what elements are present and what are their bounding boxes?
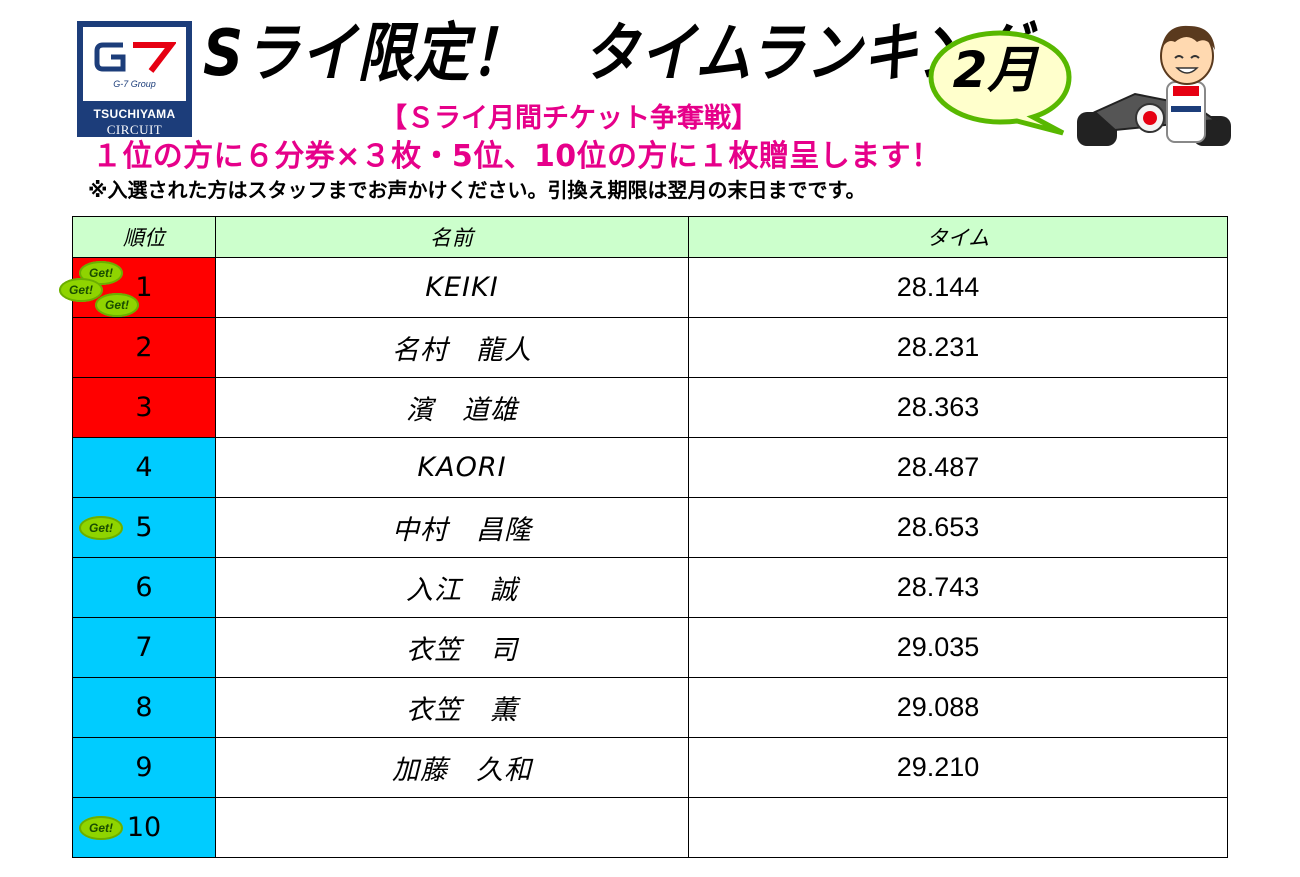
name-cell: 入江 誠 [215,557,689,618]
table-row: Get! 5 中村 昌隆 28.653 [72,497,1228,558]
kart-driver-mascot-icon [1077,25,1231,146]
logo-group-label: G-7 Group [113,79,156,89]
table-row: 4 KAORI 28.487 [72,437,1228,498]
table-row: Get! Get! Get! 1 KEIKI 28.144 [59,257,1228,318]
rank-cell: Get! 10 [72,797,216,858]
time-cell: 28.743 [688,557,1228,618]
header-name: 名前 [215,216,689,258]
rank-cell: 2 [72,317,216,378]
rank-number: 6 [135,572,153,603]
table-row: 2 名村 龍人 28.231 [72,317,1228,378]
rank-cell: 7 [72,617,216,678]
table-row: 8 衣笠 薫 29.088 [72,677,1228,738]
table-row: 3 濱 道雄 28.363 [72,377,1228,438]
g7-logo-icon [94,42,176,73]
name-cell: 中村 昌隆 [215,497,689,558]
time-cell: 28.363 [688,377,1228,438]
logo-circuit-label: CIRCUIT [106,122,163,137]
name-cell: KEIKI [215,257,689,318]
speech-bubble-icon [928,30,1072,136]
name-cell [215,797,689,858]
time-cell: 28.231 [688,317,1228,378]
header-rank: 順位 [72,216,216,258]
logo-name-label: TSUCHIYAMA [93,107,176,121]
ranking-table: 順位 名前 タイム Get! Get! Get! 1 KEIKI 28.144 … [59,216,1228,858]
time-cell: 29.035 [688,617,1228,678]
rank-number: 4 [135,452,153,483]
table-row: 9 加藤 久和 29.210 [72,737,1228,798]
get-badge-icon: Get! [95,293,139,317]
rank-number: 9 [135,752,153,783]
time-cell: 29.088 [688,677,1228,738]
rank-cell: 8 [72,677,216,738]
table-header-row: 順位 名前 タイム [72,216,1228,258]
month-label: 2月 [952,41,1038,99]
name-cell: 衣笠 薫 [215,677,689,738]
get-badge-icon: Get! [59,278,103,302]
name-cell: KAORI [215,437,689,498]
name-cell: 名村 龍人 [215,317,689,378]
header-time: タイム [688,216,1228,258]
name-cell: 濱 道雄 [215,377,689,438]
rank-number: 7 [135,632,153,663]
page-title: Sライ限定！ タイムランキング [203,17,1031,91]
prize-description: １位の方に６分券×３枚・5位、10位の方に１枚贈呈します！ [92,139,942,174]
rank-number: 5 [135,512,153,543]
rank-number: 3 [135,392,153,423]
time-cell [688,797,1228,858]
get-badge-icon: Get! [79,516,123,540]
time-cell: 29.210 [688,737,1228,798]
notice-text: ※入選された方はスタッフまでお声かけください。引換え期限は翌月の末日までです。 [88,178,866,202]
table-row: 7 衣笠 司 29.035 [72,617,1228,678]
name-cell: 衣笠 司 [215,617,689,678]
rank-cell: 6 [72,557,216,618]
rank-cell: Get! Get! Get! 1 [59,257,216,318]
time-cell: 28.653 [688,497,1228,558]
rank-number: 10 [126,812,162,843]
rank-number: 1 [135,272,153,303]
campaign-subtitle: 【Ｓライ月間チケット争奪戦】 [380,103,758,134]
time-cell: 28.487 [688,437,1228,498]
rank-cell: Get! 5 [72,497,216,558]
rank-number: 8 [135,692,153,723]
circuit-logo: G-7 Group TSUCHIYAMA CIRCUIT [77,21,192,137]
rank-cell: 4 [72,437,216,498]
rank-number: 2 [135,332,153,363]
get-badge-icon: Get! [79,816,123,840]
name-cell: 加藤 久和 [215,737,689,798]
time-cell: 28.144 [688,257,1228,318]
logo-badge: G-7 Group [83,27,186,101]
table-row: 6 入江 誠 28.743 [72,557,1228,618]
rank-cell: 9 [72,737,216,798]
rank-cell: 3 [72,377,216,438]
table-row: Get! 10 [72,797,1228,858]
